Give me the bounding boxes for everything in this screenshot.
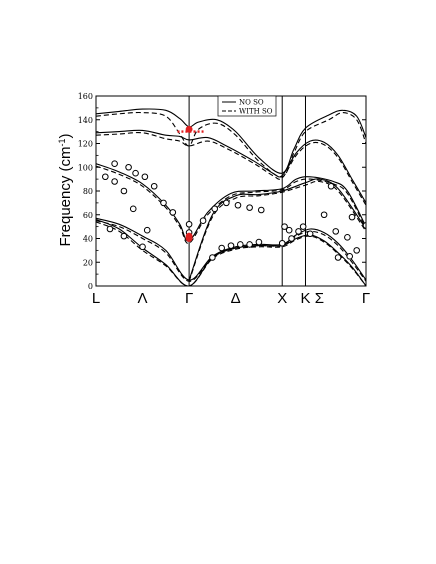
axis-layer: 0 20 40 60 80 100 120 140 160 L Λ Γ Δ X K Σ Γ [78,92,370,307]
experimental-point-7 [132,169,139,177]
experimental-point-10 [160,199,167,207]
experimental-point-6 [125,163,132,171]
series-no-so-branch-0 [96,108,366,174]
series-no-so-branch-5 [96,218,366,286]
experimental-point-38 [288,235,295,242]
experimental-point-11 [169,209,177,216]
experimental-point-18 [211,205,219,213]
y-tick-label-7: 140 [78,116,93,125]
y-axis-title-main: Frequency (cm [57,146,74,246]
y-axis-title: Frequency (cm-1) [57,133,74,246]
experimental-point-39 [299,223,307,230]
series-with-so-branch-3 [188,180,366,282]
y-tick-label-0: 0 [88,282,93,291]
legend-box [217,95,277,117]
series-no-so-branch-3 [188,178,366,281]
y-tick-label-6: 120 [78,140,93,149]
series-with-so-branch-4 [96,220,366,282]
plot-inner [96,96,366,286]
experimental-point-0 [102,173,109,181]
kpoint-label-4: X [277,290,287,307]
y-tick-label-2: 40 [83,235,93,244]
y-tick-label-8: 160 [78,92,93,101]
kpoint-label-1: Λ [138,290,148,307]
experimental-point-35 [344,234,351,241]
y-tick-label-1: 20 [83,258,93,267]
y-tick-label-5: 100 [78,163,93,172]
y-tick-label-4: 80 [83,187,93,196]
experimental-point-17 [199,217,207,224]
experimental-point-13 [106,225,114,233]
series-with-so-branch-1 [96,132,366,206]
experimental-point-42 [362,222,366,229]
experimental-point-21 [246,204,253,211]
series-with-so-branch-0 [96,111,366,178]
experimental-point-33 [320,211,328,219]
kpoint-label-0: L [92,290,100,307]
experimental-point-29 [281,223,288,230]
experimental-point-19 [223,199,230,207]
kpoint-label-2: Γ [185,290,193,307]
y-tick-label-3: 60 [83,211,93,220]
plot-area [96,96,366,286]
experimental-point-43 [334,254,342,261]
experimental-point-25 [227,242,235,249]
experimental-point-40 [327,182,335,190]
experimental-point-12 [185,220,193,228]
kpoint-label-3: Δ [231,290,241,307]
legend: NO SO WITH SO [217,95,277,117]
experimental-point-3 [129,205,137,213]
plot-frame [95,95,367,287]
y-axis-title-sup: -1 [57,138,67,146]
experimental-point-27 [246,241,253,248]
experimental-point-34 [332,228,340,235]
experimental-point-4 [143,226,151,234]
experimental-point-14 [120,232,128,240]
highlight-point-2 [185,235,193,242]
experimental-point-8 [141,173,149,181]
series-no-so-branch-1 [96,129,366,204]
kpoint-label-6: Σ [315,290,324,307]
experimental-point-28 [255,238,263,246]
experimental-point-44 [346,253,354,260]
experimental-point-2 [120,187,128,195]
y-axis-title-close: ) [57,133,74,138]
experimental-point-26 [237,241,244,248]
experimental-point-20 [234,201,242,209]
experimental-point-41 [348,213,356,221]
experimental-point-15 [139,243,146,251]
highlight-point-0 [185,125,193,133]
experimental-point-36 [353,247,360,254]
series-no-so-branch-2 [96,163,366,242]
experimental-point-23 [209,254,216,261]
series-with-so-branch-5 [96,221,366,286]
experimental-point-24 [218,244,225,252]
experimental-point-22 [257,206,265,214]
experimental-point-9 [150,182,158,190]
experimental-point-30 [285,226,293,234]
experimental-point-5 [111,160,118,167]
kpoint-label-7: Γ [362,290,370,307]
experimental-point-32 [306,230,314,238]
legend-label-no-so: NO SO [239,99,264,107]
legend-label-with-so: WITH SO [239,108,273,116]
experimental-point-37 [278,239,286,247]
experimental-point-31 [295,228,302,235]
series-with-so-branch-2 [96,165,366,244]
experimental-point-1 [111,178,118,185]
kpoint-label-5: K [300,290,310,307]
